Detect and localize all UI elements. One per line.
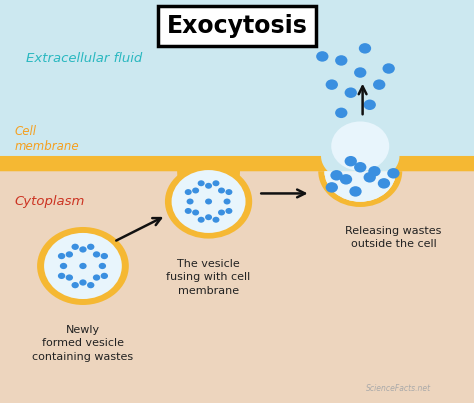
Circle shape [192,187,199,193]
Circle shape [87,282,94,288]
Circle shape [79,246,87,253]
Circle shape [345,87,357,98]
Circle shape [79,263,87,269]
Circle shape [87,244,94,250]
Bar [0,0,474,171]
Circle shape [225,208,232,214]
Text: Releasing wastes
outside the cell: Releasing wastes outside the cell [345,226,442,249]
Circle shape [354,67,366,78]
Wedge shape [318,171,402,207]
Circle shape [79,279,87,286]
Circle shape [165,164,252,239]
Circle shape [218,210,225,216]
Circle shape [364,172,376,183]
Circle shape [72,282,79,288]
Circle shape [225,189,232,195]
Circle shape [205,214,212,220]
Circle shape [205,199,212,204]
Circle shape [212,180,219,186]
Circle shape [359,43,371,54]
Polygon shape [0,156,474,208]
Wedge shape [324,171,396,202]
Circle shape [185,208,192,214]
Circle shape [93,251,100,258]
Circle shape [316,51,328,62]
Circle shape [44,233,122,299]
Text: The vesicle
fusing with cell
membrane: The vesicle fusing with cell membrane [166,259,251,295]
Circle shape [93,274,100,280]
Circle shape [218,187,225,193]
Circle shape [198,217,205,223]
Circle shape [326,79,338,90]
Circle shape [335,55,347,66]
Circle shape [373,79,385,90]
Circle shape [330,170,343,181]
Circle shape [345,156,357,166]
Circle shape [387,168,400,179]
Circle shape [198,180,205,186]
Text: Newly
formed vesicle
containing wastes: Newly formed vesicle containing wastes [32,325,134,361]
Circle shape [378,178,390,189]
Circle shape [66,274,73,280]
Circle shape [37,227,129,305]
Circle shape [99,263,106,269]
Circle shape [335,108,347,118]
Circle shape [60,263,67,269]
Text: Extracellular fluid: Extracellular fluid [26,52,142,65]
Text: Cell
membrane: Cell membrane [14,125,79,153]
Circle shape [340,174,352,185]
Circle shape [72,244,79,250]
Circle shape [187,199,193,204]
Circle shape [185,189,192,195]
Circle shape [66,251,73,258]
Circle shape [354,162,366,172]
Circle shape [368,166,381,177]
Circle shape [58,273,65,279]
Circle shape [172,170,246,233]
Text: Exocytosis: Exocytosis [166,14,308,38]
Circle shape [364,100,376,110]
Bar [0,171,474,403]
Circle shape [212,217,219,223]
Wedge shape [324,171,396,202]
Text: ScienceFacts.net: ScienceFacts.net [365,384,431,393]
Circle shape [383,63,395,74]
Circle shape [326,182,338,193]
Circle shape [192,210,199,216]
Circle shape [100,273,108,279]
Circle shape [224,199,230,204]
Circle shape [58,253,65,259]
Circle shape [331,121,389,171]
Circle shape [100,253,108,259]
Text: Cytoplasm: Cytoplasm [14,195,84,208]
Circle shape [349,186,362,197]
Circle shape [205,183,212,189]
